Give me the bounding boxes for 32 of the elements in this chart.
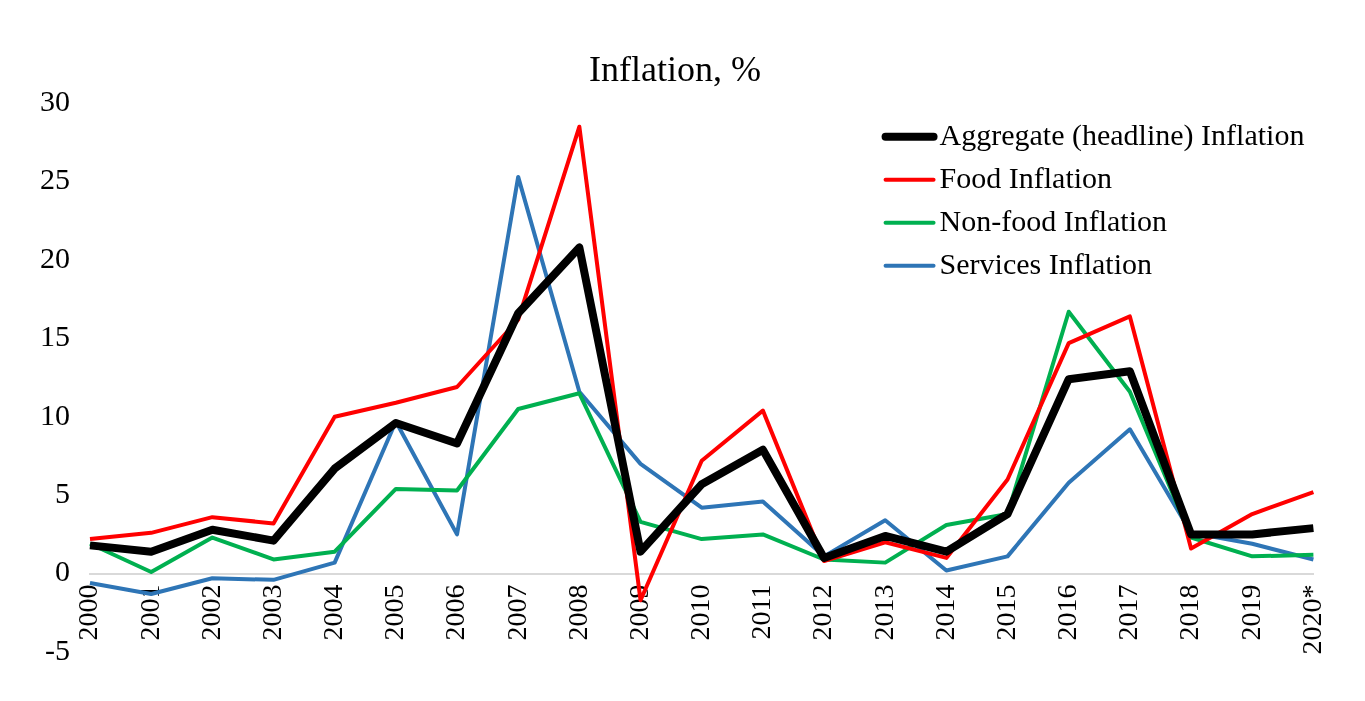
x-tick-label: 2012: [806, 584, 838, 641]
y-tick-label: 5: [55, 476, 70, 510]
x-tick-label: 2020*: [1295, 584, 1327, 655]
x-tick-label: 2010: [684, 584, 716, 641]
x-tick-label: 2008: [561, 584, 593, 641]
x-tick-label: 2018: [1173, 584, 1205, 641]
y-tick-label: 20: [40, 240, 70, 274]
x-tick-label: 2017: [1112, 584, 1144, 641]
x-tick-label: 2016: [1051, 584, 1083, 641]
y-tick-label: 25: [40, 162, 70, 196]
x-tick-label: 2011: [745, 584, 777, 640]
y-tick-label: 10: [40, 397, 70, 431]
legend-label: Food Inflation: [939, 160, 1113, 194]
legend-label: Non-food Inflation: [939, 203, 1168, 237]
y-tick-label: 15: [40, 319, 70, 353]
x-tick-label: 2014: [928, 584, 960, 641]
y-tick-label: 30: [40, 84, 70, 118]
x-tick-label: 2004: [317, 584, 349, 641]
x-tick-label: 2003: [255, 584, 287, 641]
x-tick-label: 2015: [989, 584, 1021, 641]
x-tick-label: 2019: [1234, 584, 1266, 641]
x-tick-label: 2013: [867, 584, 899, 641]
x-tick-label: 2006: [439, 584, 471, 641]
x-tick-label: 2005: [378, 584, 410, 641]
x-tick-label: 2007: [500, 584, 532, 641]
legend-label: Services Inflation: [939, 246, 1152, 280]
y-tick-label: -5: [45, 632, 70, 666]
y-tick-label: 0: [55, 554, 70, 588]
chart-title: Inflation, %: [589, 49, 761, 90]
x-tick-label: 2000: [72, 584, 104, 641]
legend-label: Aggregate (headline) Inflation: [939, 117, 1305, 152]
x-tick-label: 2002: [194, 584, 226, 641]
